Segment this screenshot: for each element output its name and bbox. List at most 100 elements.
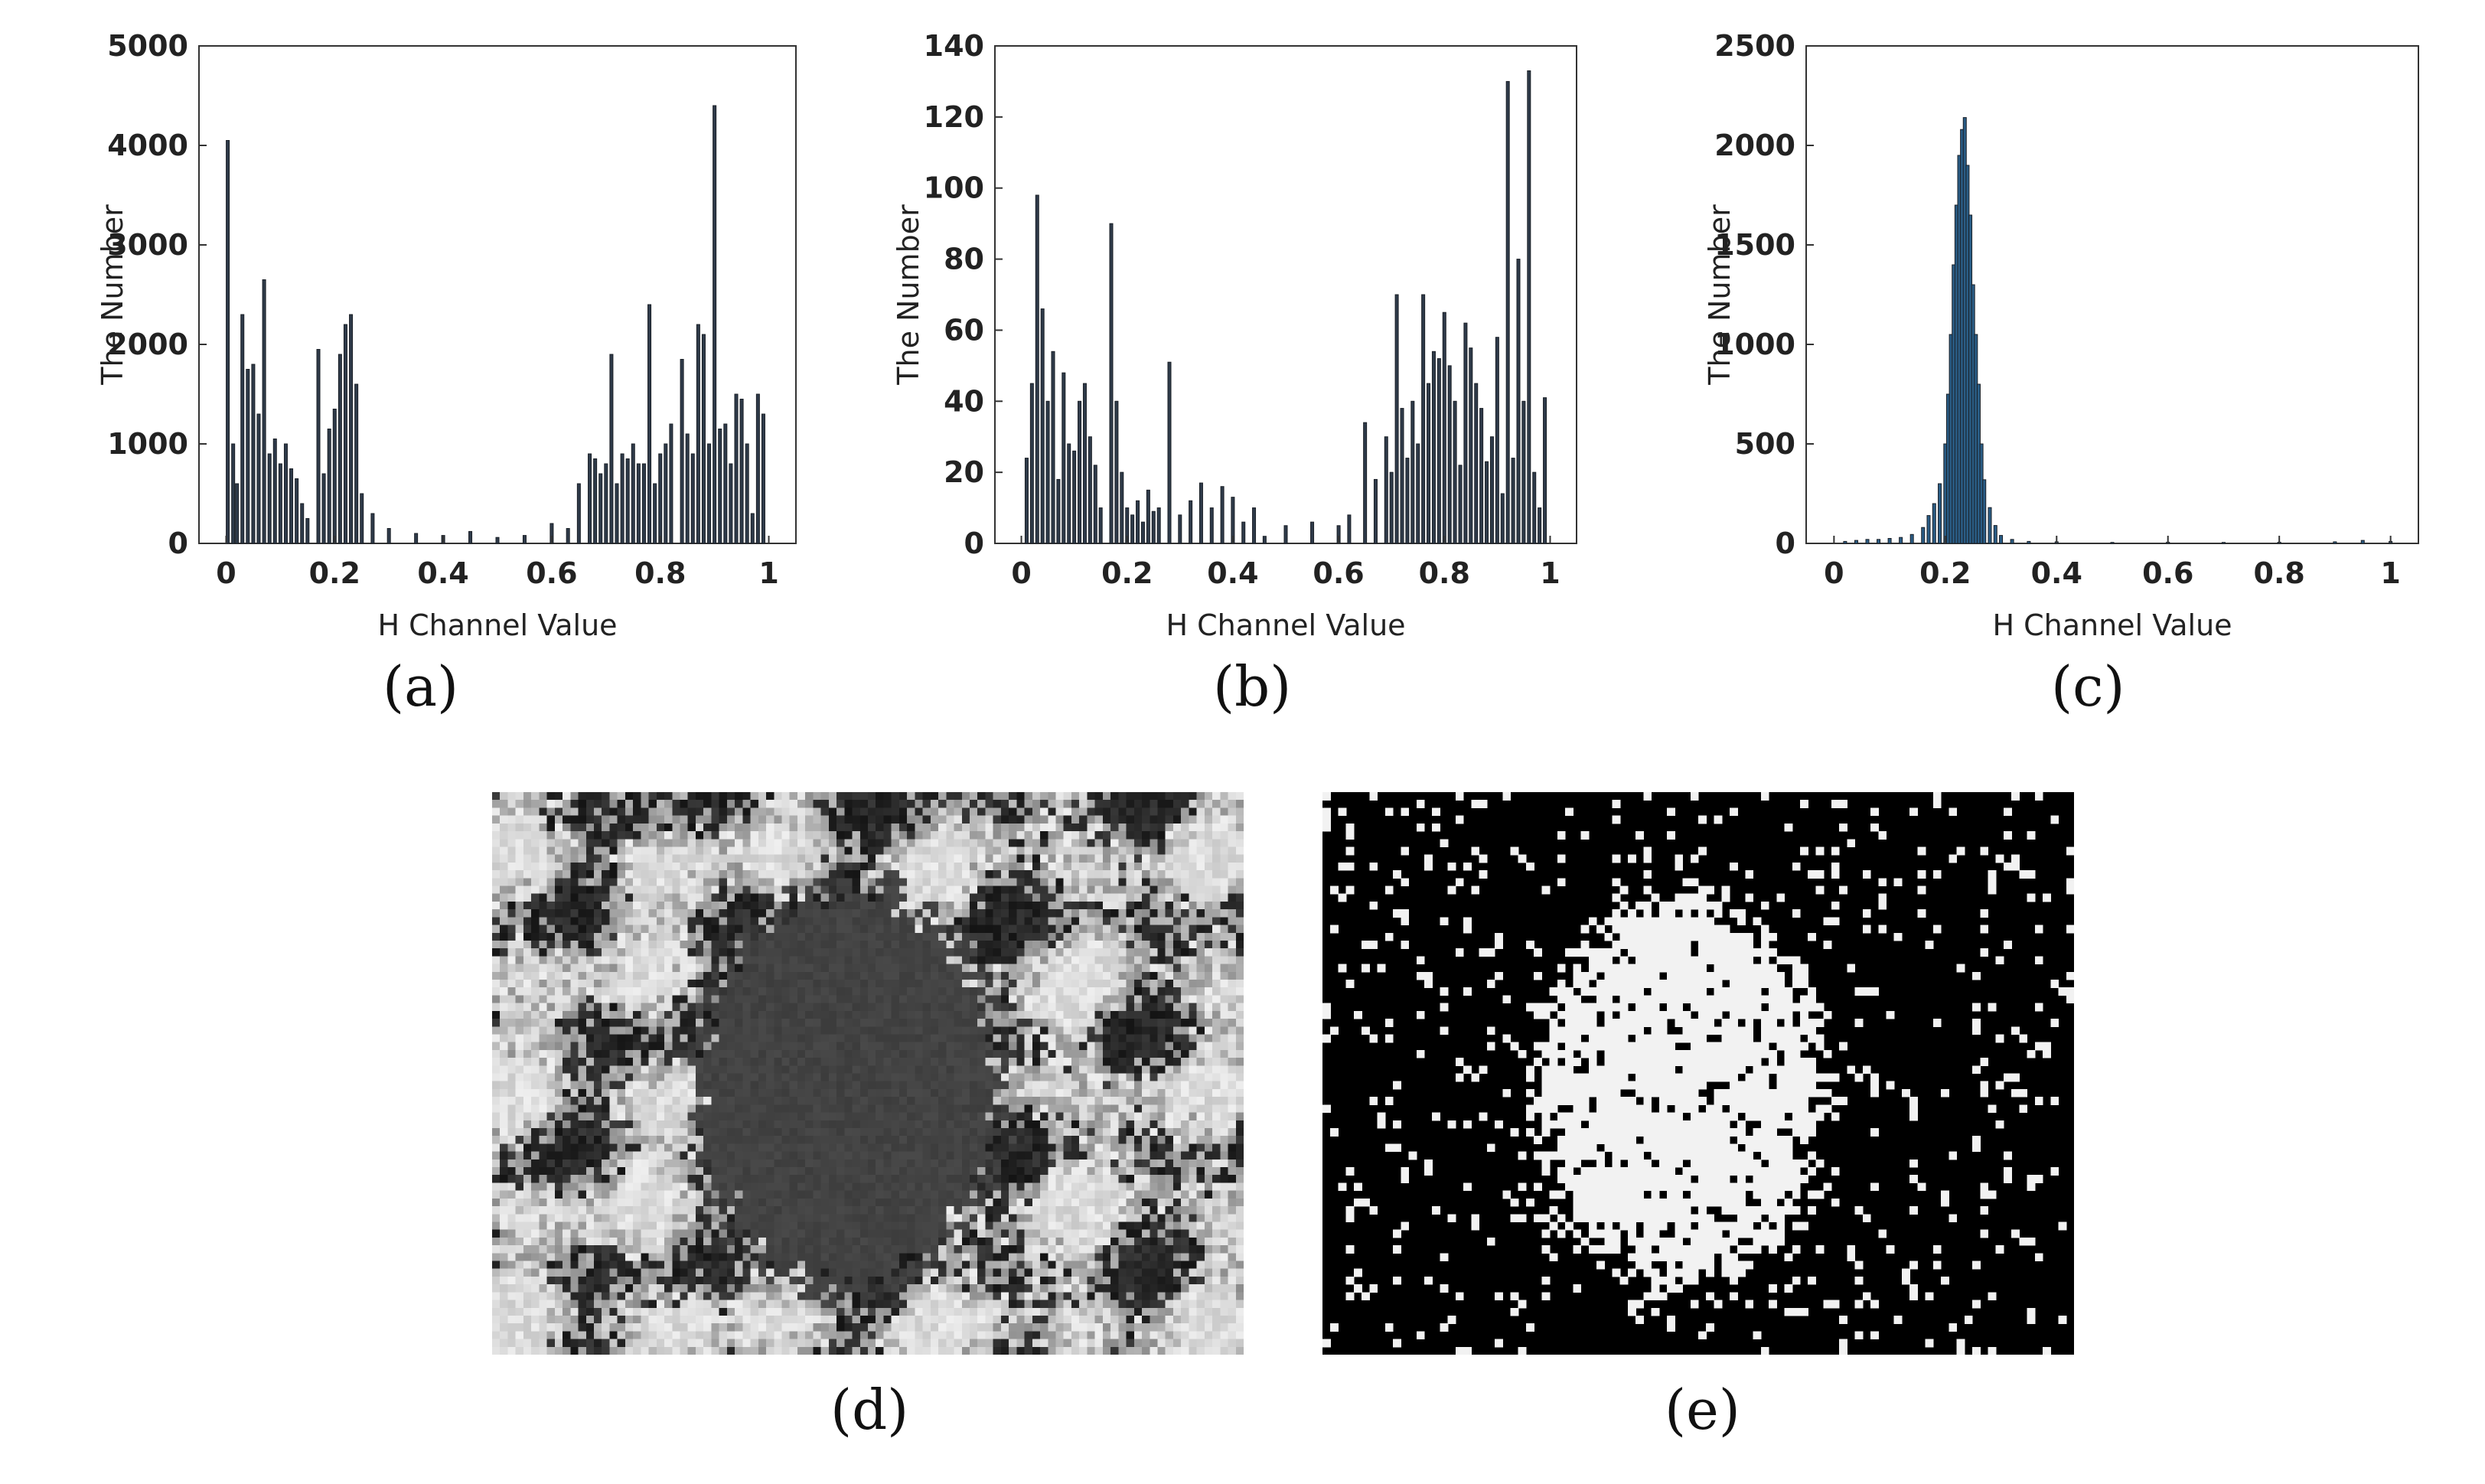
image-pixel <box>1181 1042 1189 1051</box>
image-pixel <box>1079 1112 1088 1121</box>
image-pixel <box>1016 980 1026 988</box>
y-tick-label: 40 <box>944 384 984 418</box>
image-pixel <box>719 800 728 809</box>
image-pixel <box>1235 1049 1244 1058</box>
image-pixel <box>1235 854 1244 863</box>
image-pixel <box>789 886 798 895</box>
image-pixel <box>938 1058 947 1066</box>
image-pixel <box>507 1010 517 1019</box>
image-pixel <box>876 1065 885 1075</box>
image-pixel <box>585 1073 595 1082</box>
image-pixel <box>1110 1010 1119 1019</box>
image-pixel <box>930 800 939 809</box>
image-pixel <box>781 1143 791 1153</box>
image-pixel <box>507 815 517 824</box>
image-pixel <box>507 995 517 1004</box>
image-pixel <box>656 1065 665 1075</box>
image-pixel <box>570 901 579 910</box>
image-pixel <box>750 1127 759 1137</box>
image-pixel <box>515 1167 524 1176</box>
image-pixel <box>1172 917 1182 926</box>
image-pixel <box>883 1049 892 1058</box>
image-pixel <box>1102 1065 1111 1075</box>
image-pixel <box>1189 870 1198 879</box>
image-pixel <box>961 823 970 832</box>
image-pixel <box>797 932 806 941</box>
image-pixel <box>711 971 720 980</box>
image-pixel <box>735 909 743 918</box>
image-pixel <box>609 909 618 918</box>
image-pixel <box>891 948 900 957</box>
image-pixel <box>500 1073 509 1082</box>
image-pixel <box>593 878 602 887</box>
image-pixel <box>915 878 924 887</box>
image-pixel <box>813 1112 822 1121</box>
image-pixel <box>1204 980 1213 988</box>
image-pixel <box>750 1049 759 1058</box>
image-pixel <box>1118 1127 1127 1137</box>
image-pixel <box>695 1058 704 1066</box>
image-pixel <box>797 1081 806 1090</box>
image-pixel <box>554 1159 563 1168</box>
image-pixel <box>656 995 665 1004</box>
image-pixel <box>1110 831 1119 840</box>
image-pixel <box>891 1019 900 1027</box>
image-pixel <box>1063 1042 1072 1051</box>
image-pixel <box>539 971 548 980</box>
image-pixel <box>876 1026 885 1036</box>
image-pixel <box>625 1097 634 1105</box>
histogram-bar <box>620 453 625 544</box>
image-pixel <box>625 800 634 809</box>
image-pixel <box>789 1136 798 1144</box>
image-pixel <box>1235 909 1244 918</box>
image-pixel <box>1157 823 1166 832</box>
image-pixel <box>954 815 963 824</box>
image-pixel <box>797 1026 806 1036</box>
image-pixel <box>1196 807 1205 817</box>
image-pixel <box>1212 995 1221 1004</box>
image-pixel <box>859 846 869 856</box>
image-pixel <box>515 815 524 824</box>
image-pixel <box>828 862 837 871</box>
image-pixel <box>1165 1088 1174 1098</box>
image-pixel <box>844 1065 853 1075</box>
image-pixel <box>570 792 579 801</box>
image-pixel <box>539 1175 548 1184</box>
image-pixel <box>664 1081 673 1090</box>
image-pixel <box>711 995 720 1004</box>
image-pixel <box>515 831 524 840</box>
image-pixel <box>726 980 735 988</box>
image-pixel <box>1204 1042 1213 1051</box>
histogram-bar <box>707 443 712 544</box>
image-pixel <box>1228 1065 1237 1075</box>
image-pixel <box>648 964 657 973</box>
image-pixel <box>593 1034 602 1043</box>
image-pixel <box>844 1159 853 1168</box>
image-pixel <box>1087 854 1096 863</box>
image-pixel <box>1118 1003 1127 1012</box>
image-pixel <box>805 940 814 949</box>
image-pixel <box>703 964 713 973</box>
image-pixel <box>758 1034 767 1043</box>
image-pixel <box>1110 1159 1119 1168</box>
image-pixel <box>648 886 657 895</box>
image-pixel <box>789 807 798 817</box>
image-pixel <box>1000 948 1009 957</box>
image-pixel <box>492 1143 501 1153</box>
image-pixel <box>993 1088 1002 1098</box>
image-pixel <box>836 1034 845 1043</box>
image-pixel <box>781 870 791 879</box>
image-pixel <box>1110 886 1119 895</box>
image-pixel <box>1040 987 1048 996</box>
image-pixel <box>1196 893 1205 902</box>
image-pixel <box>1235 1073 1244 1082</box>
image-pixel <box>954 932 963 941</box>
image-pixel <box>1196 1026 1205 1036</box>
image-pixel <box>985 854 994 863</box>
image-pixel <box>789 932 798 941</box>
image-pixel <box>1024 815 1033 824</box>
image-pixel <box>828 886 837 895</box>
image-pixel <box>593 1010 602 1019</box>
image-pixel <box>523 792 532 801</box>
